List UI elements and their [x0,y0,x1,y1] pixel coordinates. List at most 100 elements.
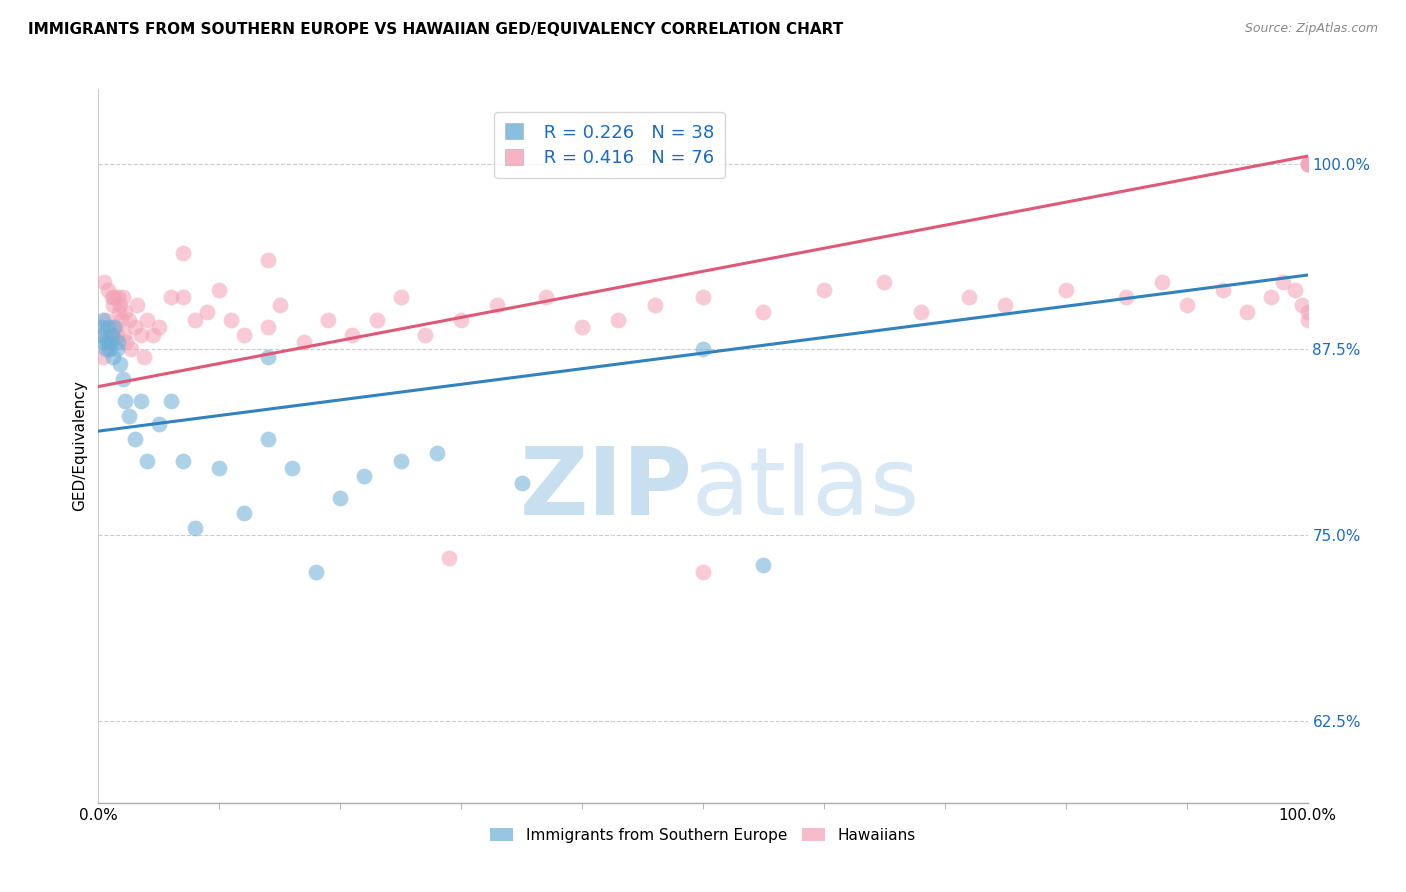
Point [752,305,775,319]
Point [103,290,125,304]
Point [1212,283,1234,297]
Point [127,298,149,312]
Point [101,298,124,312]
Point [98,343,121,357]
Point [437,550,460,565]
Point [160,394,183,409]
Text: Source: ZipAtlas.com: Source: ZipAtlas.com [1244,22,1378,36]
Point [124,432,146,446]
Point [607,312,630,326]
Point [221,312,243,326]
Point [426,446,449,460]
Point [148,417,170,431]
Point [571,320,593,334]
Point [232,327,254,342]
Point [90,327,112,342]
Point [366,312,388,326]
Point [108,298,131,312]
Point [644,298,666,312]
Point [107,290,129,304]
Point [91,312,114,326]
Point [269,298,291,312]
Point [118,312,141,326]
Point [91,320,114,334]
Point [104,320,127,334]
Point [281,461,304,475]
Point [124,320,146,334]
Point [389,454,412,468]
Y-axis label: GED/Equivalency: GED/Equivalency [72,381,87,511]
Point [1236,305,1258,319]
Point [208,461,231,475]
Point [110,312,132,326]
Point [256,432,278,446]
Point [1296,305,1319,319]
Point [93,334,115,349]
Point [118,409,141,424]
Point [100,290,122,304]
Point [957,290,980,304]
Text: ZIP: ZIP [520,442,693,535]
Point [413,327,436,342]
Point [256,350,278,364]
Point [1296,156,1319,170]
Point [873,276,896,290]
Point [994,298,1017,312]
Point [107,334,129,349]
Point [97,320,120,334]
Point [1291,298,1313,312]
Point [813,283,835,297]
Point [90,327,112,342]
Point [100,327,122,342]
Point [692,290,714,304]
Point [129,327,152,342]
Point [305,566,328,580]
Point [142,327,165,342]
Point [292,334,315,349]
Point [752,558,775,572]
Point [256,253,278,268]
Point [100,327,122,342]
Point [103,320,125,334]
Point [534,290,557,304]
Point [389,290,412,304]
Point [91,350,114,364]
Point [172,454,194,468]
Point [353,468,375,483]
Point [96,334,118,349]
Point [692,566,714,580]
Text: atlas: atlas [692,442,920,535]
Point [172,290,194,304]
Point [1296,312,1319,326]
Point [111,290,134,304]
Point [510,476,533,491]
Point [1272,276,1295,290]
Point [97,283,120,297]
Point [172,245,194,260]
Point [148,320,170,334]
Point [692,343,714,357]
Point [342,327,364,342]
Point [94,343,117,357]
Point [114,305,136,319]
Point [134,350,156,364]
Point [256,320,278,334]
Point [115,334,138,349]
Point [120,343,142,357]
Point [114,394,136,409]
Point [105,327,128,342]
Point [1054,283,1077,297]
Point [105,343,128,357]
Point [208,283,231,297]
Point [100,334,122,349]
Point [910,305,932,319]
Point [195,305,218,319]
Point [101,350,124,364]
Point [329,491,352,505]
Point [111,372,134,386]
Point [450,312,472,326]
Point [94,312,117,326]
Point [1284,283,1306,297]
Point [135,454,157,468]
Point [160,290,183,304]
